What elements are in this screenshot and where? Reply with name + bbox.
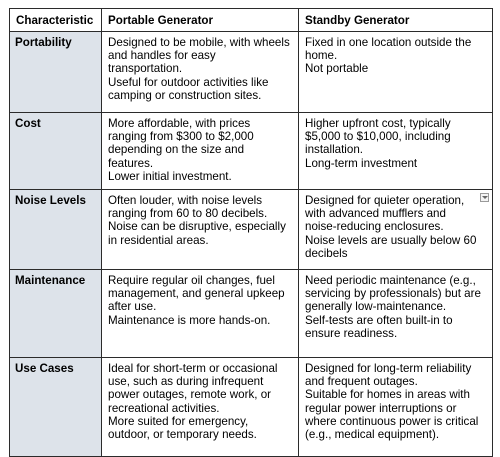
cell-line: generally low-maintenance. (305, 300, 447, 314)
cell-line: More suited for emergency, (108, 414, 249, 428)
portable-cell[interactable]: Often louder, with noise levels ranging … (101, 189, 299, 270)
cell-line: Often louder, with noise levels (108, 194, 263, 207)
portable-cell[interactable]: Ideal for short-term or occasional use, … (101, 357, 299, 457)
cell-line: power outages, remote work, or (108, 388, 272, 402)
cell-line: ranging from $300 to $2,000 (108, 130, 254, 144)
cell-line: servicing by professionals) but are (305, 287, 481, 301)
cell-line: home. (305, 49, 338, 63)
cell-line: installation. (305, 143, 364, 157)
portable-cell[interactable]: Designed to be mobile, with wheels and h… (101, 31, 299, 113)
cell-line: Long-term investment (305, 156, 418, 170)
cell-line: transportation. (108, 62, 183, 76)
row-label: Maintenance (9, 269, 102, 358)
cell-line: Designed to be mobile, with wheels (108, 36, 290, 49)
header-characteristic: Characteristic (9, 8, 102, 32)
row-label: Cost (9, 112, 102, 190)
cell-line: Require regular oil changes, fuel (108, 274, 275, 287)
standby-cell[interactable]: Need periodic maintenance (e.g., servici… (298, 269, 493, 358)
cell-line: Lower initial investment. (108, 169, 232, 183)
row-label: Use Cases (9, 357, 102, 457)
cell-line: and handles for easy (108, 49, 216, 63)
cell-line: regular power interruptions or (305, 401, 457, 415)
cell-line: use, such as during infrequent (108, 375, 264, 389)
standby-cell[interactable]: Higher upfront cost, typically $5,000 to… (298, 112, 493, 190)
row-label: Portability (9, 31, 102, 113)
standby-cell-active[interactable]: Designed for quieter operation, with adv… (298, 189, 493, 270)
cell-line: depending on the size and (108, 143, 245, 157)
table-row: Use Cases Ideal for short-term or occasi… (9, 357, 493, 457)
cell-line: camping or construction sites. (108, 88, 262, 102)
table-row: Portability Designed to be mobile, with … (9, 31, 493, 113)
cell-line: features. (108, 156, 154, 170)
cell-line: recreational activities. (108, 401, 220, 415)
cell-line: Designed for long-term reliability (305, 362, 472, 375)
cell-line: where continuous power is critical (305, 414, 479, 428)
table-row: Maintenance Require regular oil changes,… (9, 269, 493, 358)
table-row: Cost More affordable, with prices rangin… (9, 112, 493, 190)
table-row: Noise Levels Often louder, with noise le… (9, 189, 493, 270)
cell-line: Designed for quieter operation, (305, 194, 465, 207)
cell-line: Useful for outdoor activities like (108, 75, 269, 89)
cell-line: Suitable for homes in areas with (305, 388, 470, 402)
header-standby-generator: Standby Generator (298, 8, 493, 32)
cell-line: decibels (305, 246, 348, 260)
row-label: Noise Levels (9, 189, 102, 270)
cell-line: Self-tests are often built-in to (305, 313, 453, 327)
header-row: Characteristic Portable Generator Standb… (9, 8, 493, 32)
cell-line: More affordable, with prices (108, 117, 251, 130)
cell-line: Need periodic maintenance (e.g., (305, 274, 476, 287)
cell-line: Maintenance is more hands-on. (108, 313, 271, 327)
cell-line: (e.g., medical equipment). (305, 428, 440, 442)
cell-line: ranging from 60 to 80 decibels. (108, 207, 268, 221)
cell-line: Noise levels are usually below 60 (305, 233, 477, 247)
standby-cell[interactable]: Designed for long-term reliability and f… (298, 357, 493, 457)
cell-line: ensure readiness. (305, 326, 398, 340)
cell-line: Noise can be disruptive, especially (108, 220, 286, 234)
cell-line: noise-reducing enclosures. (305, 220, 444, 234)
header-portable-generator: Portable Generator (101, 8, 299, 32)
cell-line: and frequent outages. (305, 375, 418, 389)
cell-line: with advanced mufflers and (305, 207, 446, 221)
cell-line: management, and general upkeep (108, 287, 285, 301)
cell-line: Higher upfront cost, typically (305, 117, 451, 130)
cell-dropdown-toggle[interactable] (480, 193, 489, 202)
cell-line: Fixed in one location outside the (305, 36, 472, 49)
cell-line: $5,000 to $10,000, including (305, 130, 451, 144)
comparison-table: Characteristic Portable Generator Standb… (9, 8, 493, 457)
standby-cell[interactable]: Fixed in one location outside the home. … (298, 31, 493, 113)
portable-cell[interactable]: Require regular oil changes, fuel manage… (101, 269, 299, 358)
cell-line: Not portable (305, 62, 369, 76)
cell-line: in residential areas. (108, 233, 209, 247)
cell-line: Ideal for short-term or occasional (108, 362, 278, 375)
portable-cell[interactable]: More affordable, with prices ranging fro… (101, 112, 299, 190)
cell-line: after use. (108, 300, 157, 314)
cell-line: outdoor, or temporary needs. (108, 428, 257, 442)
